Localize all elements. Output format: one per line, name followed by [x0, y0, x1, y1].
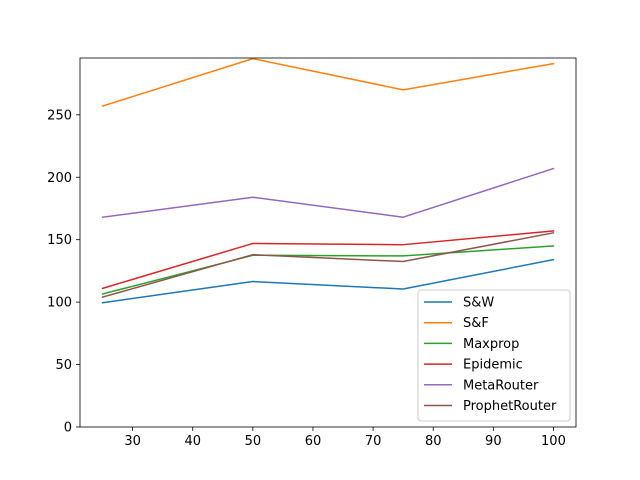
y-tick-label-5: 250 — [47, 108, 72, 123]
x-tick-label-1: 40 — [184, 434, 201, 449]
legend-label-4: MetaRouter — [463, 378, 539, 393]
x-tick-label-6: 90 — [485, 434, 502, 449]
x-tick-label-7: 100 — [541, 434, 566, 449]
x-tick-label-0: 30 — [124, 434, 141, 449]
y-tick-label-2: 100 — [47, 296, 72, 311]
legend-label-5: ProphetRouter — [463, 399, 557, 414]
series-line-1 — [101, 57, 555, 108]
legend-label-1: S&F — [463, 316, 489, 331]
series-layer — [101, 57, 555, 304]
x-tick-label-4: 70 — [365, 434, 382, 449]
x-tick-label-3: 60 — [305, 434, 322, 449]
legend-label-3: Epidemic — [463, 358, 523, 373]
y-tick-label-0: 0 — [64, 421, 72, 436]
y-tick-label-1: 50 — [55, 358, 72, 373]
series-line-3 — [101, 230, 555, 290]
x-tick-label-2: 50 — [245, 434, 262, 449]
series-line-5 — [101, 231, 555, 299]
legend: S&W S&F Maxprop Epidemic MetaRouter ProphetRo… — [417, 289, 571, 422]
series-line-2 — [101, 245, 555, 295]
legend-label-0: S&W — [463, 296, 494, 311]
axes-layer: 30 40 50 60 70 80 90 100 0 50 100 150 200 250 — [47, 57, 577, 449]
series-line-0 — [101, 258, 555, 304]
legend-box — [417, 289, 571, 422]
series-line-4 — [101, 167, 555, 219]
y-tick-label-4: 200 — [47, 171, 72, 186]
x-tick-label-5: 80 — [425, 434, 442, 449]
legend-label-2: Maxprop — [463, 337, 519, 352]
y-tick-label-3: 150 — [47, 233, 72, 248]
plot-frame — [79, 57, 577, 428]
